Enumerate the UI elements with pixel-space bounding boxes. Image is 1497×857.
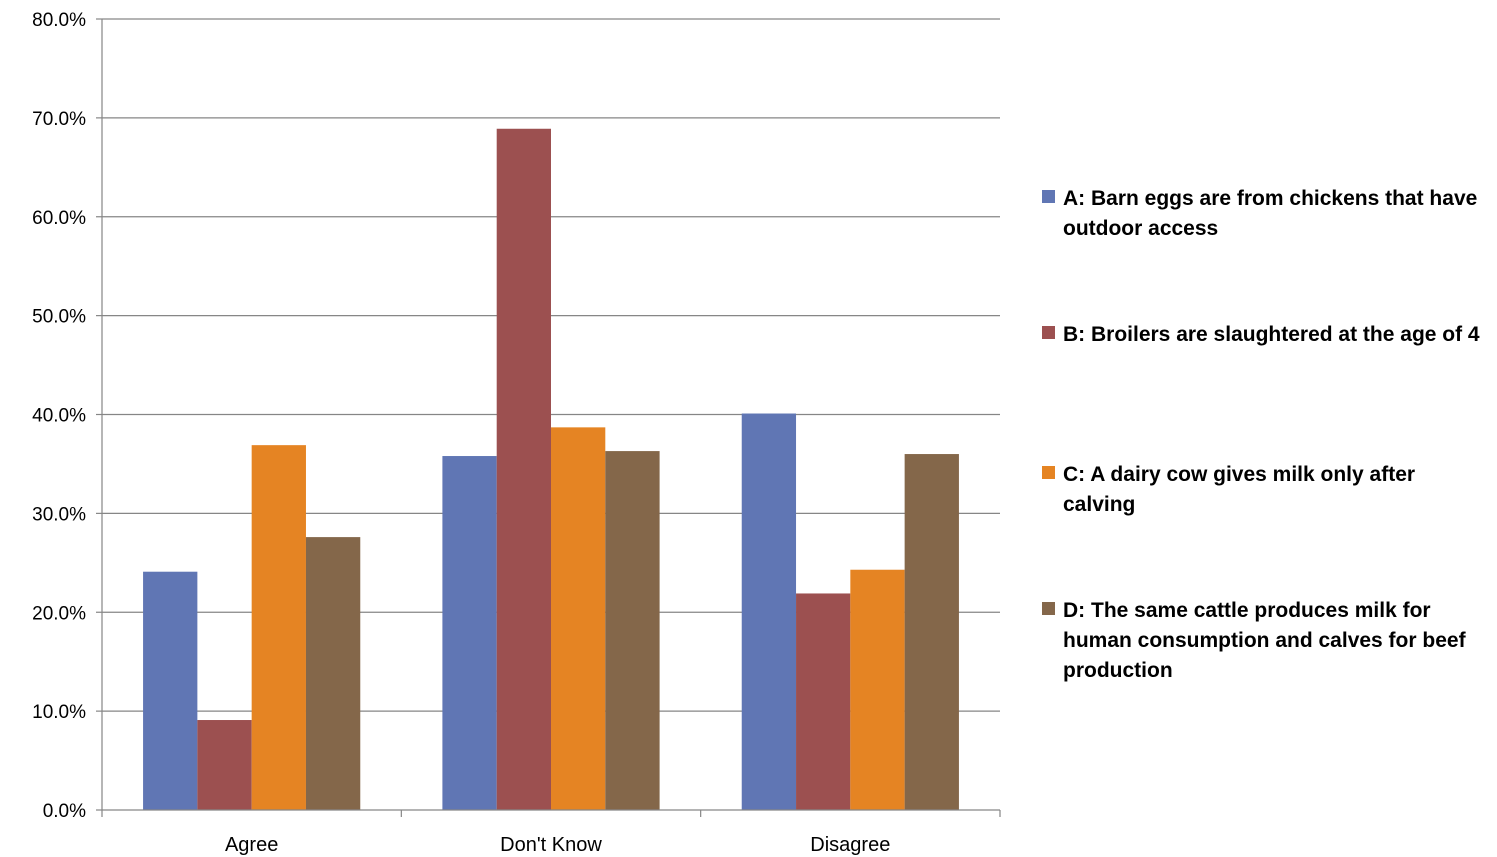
y-tick-label: 80.0% xyxy=(32,10,86,31)
legend-swatch xyxy=(1042,190,1055,203)
legend-item: D: The same cattle produces milk for hum… xyxy=(1042,596,1492,686)
y-tick-label: 10.0% xyxy=(32,702,86,723)
bar xyxy=(605,451,660,810)
bar xyxy=(251,445,306,810)
legend-item: A: Barn eggs are from chickens that have… xyxy=(1042,184,1492,244)
legend-swatch xyxy=(1042,326,1055,339)
y-tick-label: 30.0% xyxy=(32,504,86,525)
bar xyxy=(796,593,851,810)
legend-label: C: A dairy cow gives milk only after cal… xyxy=(1063,463,1416,516)
legend-item: B: Broilers are slaughtered at the age o… xyxy=(1042,320,1492,350)
x-tick-label: Disagree xyxy=(810,834,890,856)
y-tick-label: 0.0% xyxy=(43,801,86,822)
bar xyxy=(197,720,252,810)
bar xyxy=(442,456,497,810)
bar xyxy=(904,454,959,810)
legend-item: C: A dairy cow gives milk only after cal… xyxy=(1042,460,1492,520)
bar xyxy=(741,413,797,810)
bar xyxy=(143,571,198,810)
bar xyxy=(551,427,606,810)
y-tick-label: 60.0% xyxy=(32,208,86,229)
x-tick-label: Agree xyxy=(225,834,278,856)
bar xyxy=(305,537,361,810)
legend-swatch xyxy=(1042,466,1055,479)
y-tick-label: 20.0% xyxy=(32,603,86,624)
bars xyxy=(143,128,959,811)
y-tick-label: 50.0% xyxy=(32,307,86,328)
x-tick-labels: Agree Don't Know Disagree xyxy=(225,834,890,856)
legend-swatch xyxy=(1042,602,1055,615)
legend-label: B: Broilers are slaughtered at the age o… xyxy=(1063,323,1480,346)
bar xyxy=(850,569,905,810)
legend-label: A: Barn eggs are from chickens that have… xyxy=(1063,187,1478,240)
x-tick-label: Don't Know xyxy=(500,834,602,856)
bar xyxy=(496,128,551,811)
axes xyxy=(96,18,1001,817)
y-tick-label: 70.0% xyxy=(32,109,86,130)
y-tick-labels: 0.0% 10.0% 20.0% 30.0% 40.0% 50.0% 60.0% 70.0% 8… xyxy=(32,10,86,822)
legend-label: D: The same cattle produces milk for hum… xyxy=(1063,599,1466,682)
y-tick-label: 40.0% xyxy=(32,406,86,427)
